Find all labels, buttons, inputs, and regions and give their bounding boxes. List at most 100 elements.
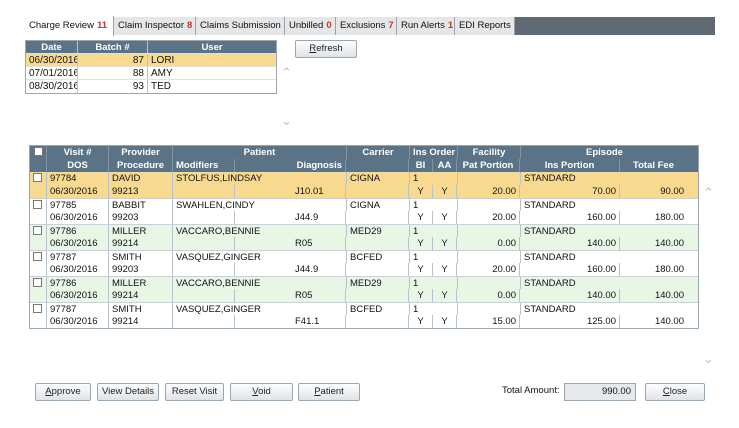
pat-portion: 20.00 bbox=[457, 185, 520, 198]
tab-charge-review[interactable]: Charge Review 11 bbox=[25, 16, 114, 36]
close-button[interactable]: Close bbox=[645, 383, 705, 401]
total-amount-label: Total Amount: bbox=[502, 385, 560, 396]
bi-flag: Y bbox=[409, 185, 433, 198]
tab-exclusions[interactable]: Exclusions 7 bbox=[336, 17, 397, 35]
col-pat-portion: Pat Portion bbox=[457, 159, 520, 172]
charges-grid: Visit # Provider Patient Carrier Ins Ord… bbox=[29, 145, 699, 329]
charge-detail-row[interactable]: 06/30/2016 99213 J10.01 Y Y 20.00 70.00 90.00 bbox=[30, 185, 698, 198]
charge-record-row[interactable]: 97786 MILLER VACCARO,BENNIE MED29 1 STANDARD bbox=[30, 276, 698, 289]
aa-flag: Y bbox=[433, 263, 457, 276]
charge-detail-row[interactable]: 06/30/2016 99203 J44.9 Y Y 20.00 160.00 180.00 bbox=[30, 211, 698, 224]
pat-portion: 0.00 bbox=[457, 237, 520, 250]
pat-portion: 20.00 bbox=[457, 263, 520, 276]
procedure-code: 99214 bbox=[109, 237, 173, 250]
grid-header-row-1: Visit # Provider Patient Carrier Ins Ord… bbox=[30, 146, 698, 159]
chevron-down-icon[interactable]: ⌄ bbox=[281, 113, 292, 128]
grid-header-row-2: DOS Procedure Modifiers Diagnosis BI AA … bbox=[30, 159, 698, 172]
tab-count: 11 bbox=[96, 20, 107, 31]
batch-row[interactable]: 06/30/2016 87 LORI bbox=[26, 54, 276, 67]
tab-run-alerts[interactable]: Run Alerts 1 bbox=[397, 17, 455, 35]
charge-record-row[interactable]: 97787 SMITH VASQUEZ,GINGER BCFED 1 STANDARD bbox=[30, 302, 698, 315]
total-fee: 180.00 bbox=[654, 212, 684, 223]
aa-flag: Y bbox=[433, 185, 457, 198]
charge-record-row[interactable]: 97787 SMITH VASQUEZ,GINGER BCFED 1 STANDARD bbox=[30, 250, 698, 263]
col-procedure: Procedure bbox=[109, 159, 173, 172]
col-date: Date bbox=[26, 41, 78, 53]
patient-button[interactable]: Patient bbox=[298, 383, 360, 401]
tab-label: Unbilled bbox=[289, 20, 324, 31]
visit-number: 97786 bbox=[47, 225, 109, 237]
procedure-code: 99214 bbox=[109, 289, 173, 302]
void-button[interactable]: Void bbox=[230, 383, 293, 401]
tab-label: Exclusions bbox=[340, 20, 386, 31]
batch-row[interactable]: 08/30/2016 93 TED bbox=[26, 80, 276, 93]
aa-flag: Y bbox=[433, 289, 457, 302]
tab-claim-inspector[interactable]: Claim Inspector 8 bbox=[114, 17, 196, 35]
col-carrier: Carrier bbox=[347, 146, 410, 159]
carrier-name: MED29 bbox=[347, 225, 410, 237]
row-checkbox[interactable] bbox=[33, 252, 42, 261]
modifiers bbox=[173, 211, 235, 224]
col-facility: Facility bbox=[458, 146, 521, 159]
ins-order: 1 bbox=[410, 225, 458, 237]
col-dos: DOS bbox=[47, 159, 109, 172]
tab-unbilled[interactable]: Unbilled 0 bbox=[285, 17, 336, 35]
carrier-name: BCFED bbox=[347, 303, 410, 315]
row-select-cell bbox=[30, 199, 47, 211]
charge-detail-row[interactable]: 06/30/2016 99214 R05 Y Y 0.00 140.00 140.00 bbox=[30, 289, 698, 302]
batch-user: TED bbox=[151, 81, 171, 92]
diagnosis-code: J44.9 bbox=[235, 263, 346, 276]
charge-detail-row[interactable]: 06/30/2016 99214 R05 Y Y 0.00 140.00 140.00 bbox=[30, 237, 698, 250]
carrier-name: CIGNA bbox=[347, 199, 410, 211]
date-of-service: 06/30/2016 bbox=[47, 185, 109, 198]
row-checkbox[interactable] bbox=[33, 304, 42, 313]
provider-name: SMITH bbox=[109, 303, 173, 315]
refresh-button[interactable]: Refresh bbox=[295, 40, 357, 58]
reset-visit-button[interactable]: Reset Visit bbox=[165, 383, 224, 401]
row-checkbox[interactable] bbox=[33, 278, 42, 287]
charge-record-row[interactable]: 97784 DAVID STOLFUS,LINDSAY CIGNA 1 STANDARD bbox=[30, 172, 698, 185]
chevron-up-icon[interactable]: ⌃ bbox=[703, 185, 714, 200]
total-fee: 140.00 bbox=[654, 290, 684, 301]
tab-count: 0 bbox=[326, 20, 332, 31]
col-provider: Provider bbox=[109, 146, 173, 159]
tab-label: Run Alerts bbox=[401, 20, 445, 31]
select-all-checkbox[interactable] bbox=[33, 147, 43, 156]
date-of-service: 06/30/2016 bbox=[47, 211, 109, 224]
visit-number: 97787 bbox=[47, 251, 109, 263]
charge-record-row[interactable]: 97786 MILLER VACCARO,BENNIE MED29 1 STANDARD bbox=[30, 224, 698, 237]
patient-name: VASQUEZ,GINGER bbox=[173, 251, 347, 263]
episode-type: STANDARD bbox=[524, 200, 576, 211]
row-checkbox[interactable] bbox=[33, 226, 42, 235]
visit-number: 97787 bbox=[47, 303, 109, 315]
chevron-down-icon[interactable]: ⌄ bbox=[703, 351, 714, 366]
modifiers bbox=[173, 237, 235, 250]
charge-record-row[interactable]: 97785 BABBIT SWAHLEN,CINDY CIGNA 1 STANDARD bbox=[30, 198, 698, 211]
procedure-code: 99213 bbox=[109, 185, 173, 198]
charge-detail-row[interactable]: 06/30/2016 99203 J44.9 Y Y 20.00 160.00 180.00 bbox=[30, 263, 698, 276]
ins-order: 1 bbox=[410, 277, 458, 289]
batch-row[interactable]: 07/01/2016 88 AMY bbox=[26, 67, 276, 80]
chevron-up-icon[interactable]: ⌃ bbox=[281, 65, 292, 80]
bi-flag: Y bbox=[409, 237, 433, 250]
procedure-code: 99203 bbox=[109, 211, 173, 224]
date-of-service: 06/30/2016 bbox=[47, 289, 109, 302]
total-fee: 140.00 bbox=[654, 238, 684, 249]
visit-number: 97785 bbox=[47, 199, 109, 211]
bi-flag: Y bbox=[409, 211, 433, 224]
approve-button[interactable]: Approve bbox=[35, 383, 91, 401]
episode-type: STANDARD bbox=[524, 226, 576, 237]
row-checkbox[interactable] bbox=[33, 173, 42, 182]
tab-claims-submission[interactable]: Claims Submission bbox=[196, 17, 285, 35]
row-select-cell bbox=[30, 172, 47, 185]
view-details-button[interactable]: View Details bbox=[97, 383, 159, 401]
ins-order: 1 bbox=[410, 199, 458, 211]
bi-flag: Y bbox=[409, 289, 433, 302]
ins-portion: 160.00 bbox=[520, 211, 620, 224]
tab-edi-reports[interactable]: EDI Reports bbox=[455, 17, 515, 35]
row-checkbox[interactable] bbox=[33, 200, 42, 209]
aa-flag: Y bbox=[433, 237, 457, 250]
grid-body: 97784 DAVID STOLFUS,LINDSAY CIGNA 1 STANDARD 0… bbox=[30, 172, 698, 328]
date-of-service: 06/30/2016 bbox=[47, 315, 109, 328]
charge-detail-row[interactable]: 06/30/2016 99214 F41.1 Y Y 15.00 125.00 140.00 bbox=[30, 315, 698, 328]
